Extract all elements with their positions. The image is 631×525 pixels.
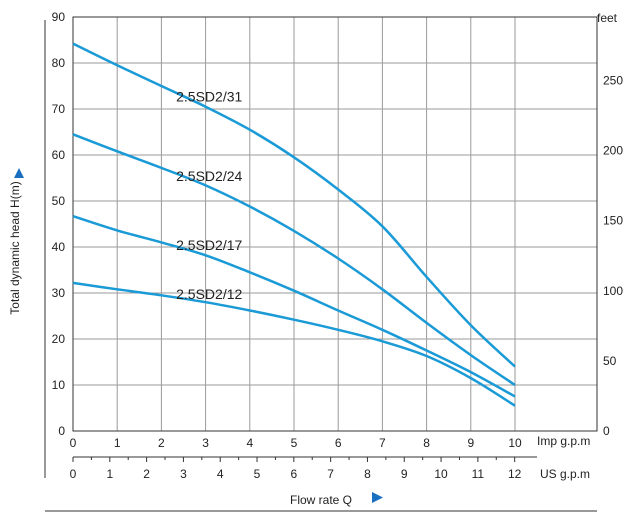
series-label: 2.5SD2/17 [176,237,242,253]
x-us-tick-label: 5 [254,467,261,481]
x-imp-tick-label: 2 [158,436,165,450]
x-axis-label: Flow rate Q [290,493,352,507]
x-imp-tick-label: 3 [202,436,209,450]
y-tick-label: 70 [52,102,66,116]
x-us-tick-label: 11 [472,467,485,481]
x-us-tick-label: 12 [508,467,522,481]
y-tick-label: 90 [52,10,66,24]
x-imp-tick-label: 8 [423,436,430,450]
x-imp-tick-label: 6 [335,436,342,450]
grid-lines [73,16,597,431]
y-feet-tick-label: 150 [603,214,623,228]
series-line-2.5SD2/12 [72,281,516,407]
x-imp-tick-label: 1 [114,436,121,450]
series-label: 2.5SD2/24 [176,168,242,184]
y-tick-label: 10 [52,378,66,392]
y-feet-tick-label: 0 [603,424,610,438]
series-line-2.5SD2/31 [72,42,516,368]
x-us-tick-label: 7 [327,467,334,481]
series-line-2.5SD2/17 [72,214,516,398]
x-us-tick-label: 1 [106,467,113,481]
x-axis-arrow-icon [372,492,383,503]
x-imp-tick-label: 7 [379,436,386,450]
series-labels: 2.5SD2/31 2.5SD2/24 2.5SD2/17 2.5SD2/12 [176,88,242,301]
y-feet-tick-label: 100 [603,284,623,298]
x-us-tick-label: 3 [180,467,187,481]
y-tick-label: 20 [52,332,66,346]
x-us-tick-label: 10 [434,467,448,481]
series-line-2.5SD2/24 [72,133,516,387]
x-us-tick-label: 4 [217,467,224,481]
x-axis-imp-unit: Imp g.p.m [537,434,590,448]
x-imp-tick-label: 4 [246,436,253,450]
x-imp-tick-label: 9 [467,436,474,450]
x-us-tick-label: 2 [143,467,150,481]
y-axis-right-label: feet [597,11,618,25]
axes [44,16,598,512]
x-us-tick-label: 9 [401,467,408,481]
x-us-tick-label: 0 [70,467,77,481]
x-imp-tick-label: 5 [291,436,298,450]
x-us-tick-label: 8 [364,467,371,481]
series-lines [72,42,516,407]
y-feet-tick-label: 200 [603,144,623,158]
series-label: 2.5SD2/31 [176,88,242,104]
series-label: 2.5SD2/12 [176,286,242,302]
y-tick-label: 60 [52,148,66,162]
y-axis-arrow-icon [14,168,24,178]
y-tick-label: 0 [58,424,65,438]
x-us-tick-label: 6 [290,467,297,481]
y-tick-label: 30 [52,286,66,300]
y-axis-label: Total dynamic head H(m) [8,181,22,314]
x-axis-us-unit: US g.p.m [540,467,590,481]
y-feet-tick-label: 250 [603,74,623,88]
y-tick-label: 50 [52,194,66,208]
plot-frame [72,16,598,432]
y-feet-tick-label: 50 [603,354,617,368]
y-tick-label: 40 [52,240,66,254]
x-imp-tick-label: 10 [508,436,522,450]
x-imp-tick-label: 0 [70,436,77,450]
y-tick-label: 80 [52,56,66,70]
